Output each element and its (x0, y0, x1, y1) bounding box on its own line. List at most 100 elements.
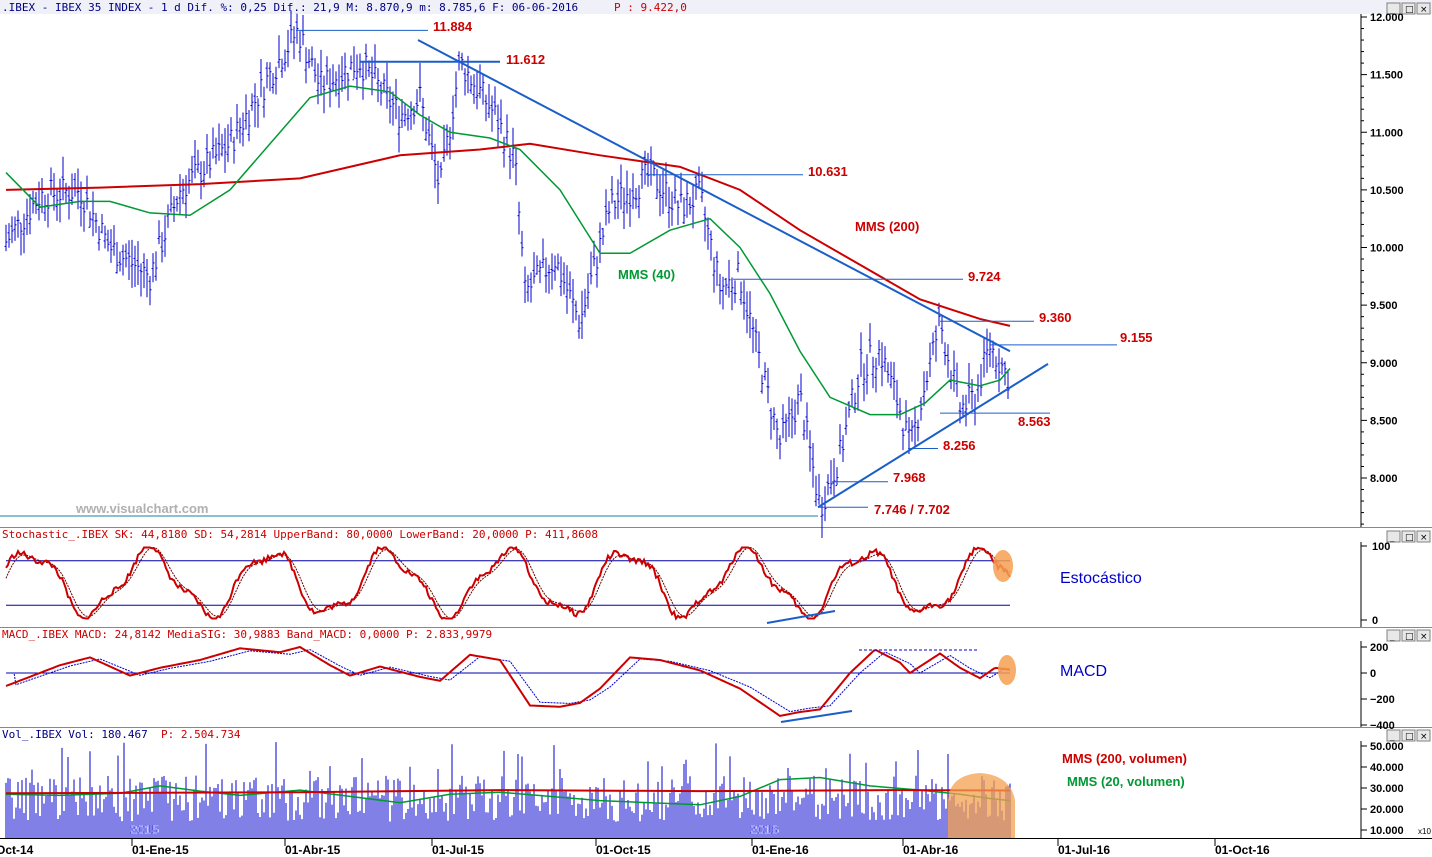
y-tick-label: 11.500 (1370, 70, 1403, 82)
y-tick-label: 30.000 (1370, 783, 1404, 795)
level-label: 10.631 (808, 164, 848, 179)
y-tick-label: 100 (1372, 541, 1390, 553)
panel-button-glyph: □ (1405, 5, 1414, 15)
x-tick-label: 01-Ene-16 (752, 843, 809, 857)
price-header-p: P : 9.422,0 (614, 1, 687, 14)
panel-button-glyph: _ (1389, 533, 1395, 543)
level-label: 11.884 (433, 19, 473, 34)
ma200-label: MMS (200) (855, 219, 919, 234)
level-label: 9.155 (1120, 330, 1153, 345)
vol-ma20-annotation: MMS (20, volumen) (1067, 774, 1185, 789)
watermark: www.visualchart.com (75, 501, 208, 516)
vol-ma200-annotation: MMS (200, volumen) (1062, 751, 1187, 766)
y-tick-label: 11.000 (1370, 127, 1403, 139)
panel-button-close (1416, 2, 1431, 15)
macd-highlight (998, 655, 1016, 685)
price-panel: 12.000 11.500 11.000 10.500 10.000 9.500 9.000… (0, 10, 1404, 539)
panel-button-close (1416, 530, 1431, 543)
macd-header: MACD_.IBEX MACD: 24,8142 MediaSIG: 30,98… (2, 628, 492, 641)
panel-window-buttons[interactable]: _ □ × _ □ × _ □ × _ □ × (1386, 2, 1431, 742)
panel-button-maximize (1401, 729, 1416, 742)
panel-button-glyph: × (1420, 533, 1428, 543)
x-tick-label: 01-Jul-16 (1058, 843, 1110, 857)
panel-button-glyph: _ (1389, 732, 1395, 742)
macd-signal-line (6, 649, 1011, 713)
y-tick-label: 8.500 (1370, 415, 1398, 427)
volume-ma200-line (5, 789, 1011, 795)
panel-button-maximize (1401, 629, 1416, 642)
stochastic-panel: 100 0 (5, 541, 1390, 627)
stochastic-header: Stochastic_.IBEX SK: 44,8180 SD: 54,2814… (2, 528, 598, 541)
level-label: 11.612 (506, 52, 545, 67)
y-tick-label: 8.000 (1370, 473, 1398, 485)
panel-button-close (1416, 729, 1431, 742)
y-tick-label: 0 (1370, 668, 1376, 680)
y-tick-label: −200 (1370, 694, 1395, 706)
macd-annotation: MACD (1060, 663, 1107, 680)
level-label: 8.563 (1018, 414, 1051, 429)
volume-ma20-line (5, 776, 1011, 806)
panel-button-maximize (1401, 2, 1416, 15)
stoch-sk-line (5, 546, 1011, 621)
price-header: .IBEX - IBEX 35 INDEX - 1 d Dif. %: 0,25… (2, 1, 578, 14)
volume-scale-label: x10 (1418, 827, 1431, 836)
volume-panel: 2015 2016 50.000 40.000 30.000 20.000 10.000 (5, 741, 1404, 838)
panel-button-glyph: × (1420, 732, 1428, 742)
x-tick-label: 01-Abr-16 (903, 843, 959, 857)
level-label: 9.360 (1039, 310, 1072, 325)
panel-button-glyph: _ (1389, 5, 1395, 15)
y-tick-label: 0 (1372, 615, 1378, 627)
y-tick-label: 9.500 (1370, 300, 1398, 312)
panel-button-glyph: □ (1405, 732, 1414, 742)
macd-line (5, 645, 1011, 717)
panel-button-minimize (1386, 729, 1401, 742)
panel-button-minimize (1386, 530, 1401, 543)
volume-header: Vol_.IBEX Vol: 180.467 (2, 728, 148, 741)
ma40-line (5, 85, 1011, 416)
y-tick-label: 10.500 (1370, 185, 1404, 197)
year-label-2015: 2015 (130, 822, 159, 837)
x-tick-label: Oct-14 (0, 843, 34, 857)
ma40-label: MMS (40) (618, 267, 675, 282)
y-tick-label: 200 (1370, 642, 1388, 654)
volume-highlight (948, 773, 1015, 838)
panel-button-maximize (1401, 530, 1416, 543)
panel-button-glyph: × (1420, 632, 1428, 642)
y-tick-label: 9.000 (1370, 358, 1398, 370)
y-tick-label: 10.000 (1370, 243, 1404, 255)
x-tick-label: 01-Oct-15 (596, 843, 651, 857)
stoch-highlight (993, 550, 1013, 582)
y-tick-label: 50.000 (1370, 741, 1404, 753)
x-tick-label: 01-Jul-15 (432, 843, 484, 857)
stoch-divergence-line (766, 610, 836, 624)
x-tick-label: 01-Ene-15 (132, 843, 189, 857)
volume-header-p: P: 2.504.734 (161, 728, 241, 741)
level-label: 7.968 (893, 470, 926, 485)
stochastic-annotation: Estocástico (1060, 570, 1142, 587)
panel-button-minimize (1386, 2, 1401, 15)
macd-divergence-line (780, 710, 853, 723)
macd-panel: 200 0 −200 −400 (5, 642, 1395, 732)
x-tick-label: 01-Oct-16 (1215, 843, 1270, 857)
price-bars (4, 10, 1010, 539)
panel-button-glyph: □ (1405, 533, 1414, 543)
level-label: 7.746 / 7.702 (874, 502, 950, 517)
ma200-line (5, 142, 1011, 327)
y-tick-label: 12.000 (1370, 12, 1404, 24)
volume-bars (5, 742, 1011, 838)
panel-button-glyph: □ (1405, 632, 1414, 642)
downtrend-line (417, 39, 1011, 353)
y-tick-label: 40.000 (1370, 762, 1404, 774)
level-label: 9.724 (968, 269, 1001, 284)
panel-button-close (1416, 629, 1431, 642)
stoch-sd-line (5, 546, 1011, 619)
level-label: 8.256 (943, 438, 976, 453)
year-label-2016: 2016 (750, 822, 779, 837)
x-tick-label: 01-Abr-15 (285, 843, 341, 857)
panel-button-glyph: _ (1389, 632, 1395, 642)
y-tick-label: −400 (1370, 720, 1395, 732)
uptrend-line (817, 363, 1049, 509)
x-axis: Oct-14 01-Ene-15 01-Abr-15 01-Jul-15 01-Oct-… (0, 838, 1270, 857)
panel-button-minimize (1386, 629, 1401, 642)
